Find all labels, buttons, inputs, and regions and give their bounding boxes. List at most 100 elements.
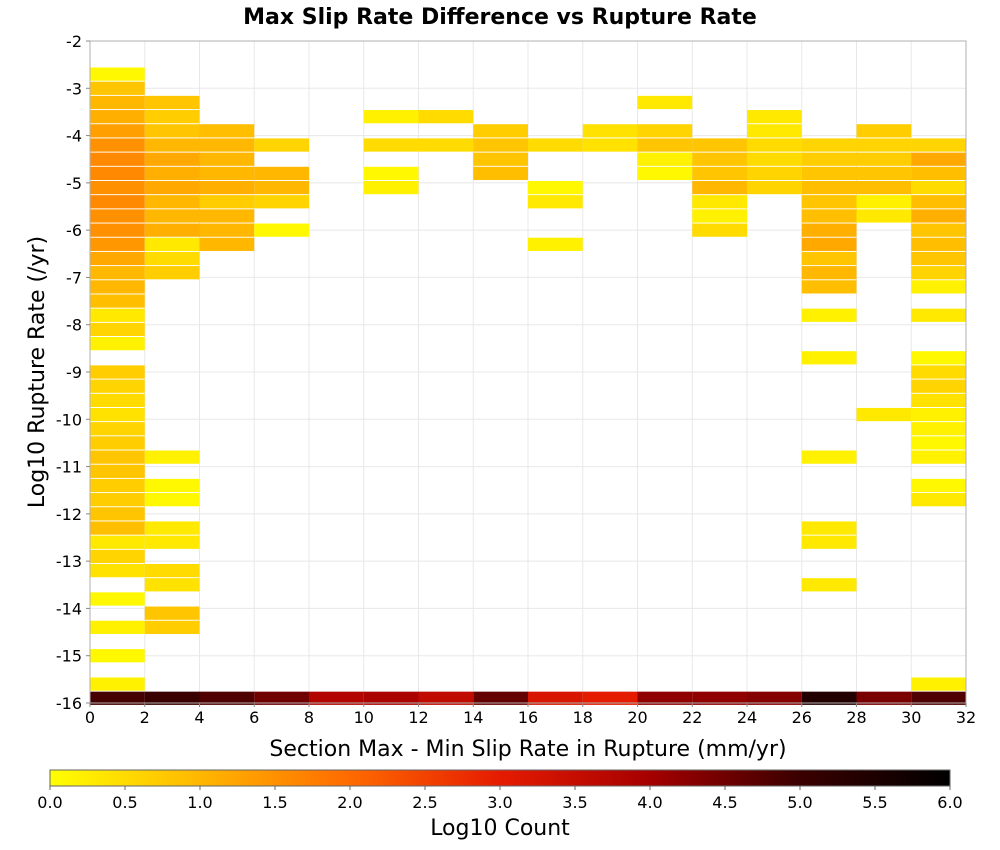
heatmap-cell [254, 180, 309, 195]
y-tick-label: -13 [56, 552, 82, 571]
heatmap-cell [418, 691, 474, 705]
heatmap-cell [254, 691, 309, 705]
heatmap-cell [199, 209, 255, 223]
heatmap-cell [911, 280, 966, 294]
heatmap-cell [801, 266, 857, 280]
heatmap-cell [199, 195, 255, 209]
heatmap-cell [254, 166, 309, 181]
heatmap-cell [144, 521, 200, 535]
heatmap-cell [582, 691, 638, 705]
heatmap-cell [911, 351, 966, 365]
heatmap-cell [363, 691, 419, 705]
heatmap-cell [90, 67, 145, 81]
heatmap-cell [144, 478, 200, 493]
heatmap-cell [90, 464, 145, 478]
x-tick-label: 26 [792, 708, 812, 727]
heatmap-cell [692, 209, 747, 223]
y-tick-label: -7 [66, 268, 82, 287]
y-tick-label: -4 [66, 127, 82, 146]
heatmap-cell [90, 195, 145, 209]
heatmap-cell [90, 535, 145, 549]
colorbar-tick-label: 0.0 [37, 793, 62, 812]
colorbar-tick-label: 3.0 [487, 793, 512, 812]
y-axis-ticks: -2 -3 -4 -5 -6 -7 -8 -9 -10 -11 -12 -13 -14 -15 -16 [56, 32, 90, 713]
heatmap-cell [144, 180, 200, 195]
heatmap-cell [144, 166, 200, 181]
heatmap-cell [911, 677, 966, 691]
y-tick-label: -11 [56, 458, 82, 477]
heatmap-cell [90, 166, 145, 181]
y-tick-label: -16 [56, 694, 82, 713]
x-axis-label: Section Max - Min Slip Rate in Rupture (… [269, 737, 786, 762]
heatmap-cell [856, 166, 912, 181]
heatmap-cell [90, 507, 145, 521]
heatmap-cell [692, 180, 747, 195]
heatmap-cell [144, 95, 200, 110]
heatmap-cells [90, 67, 966, 705]
heatmap-cell [856, 180, 912, 195]
heatmap-cell [692, 195, 747, 209]
heatmap-cell [801, 280, 857, 294]
x-tick-label: 8 [304, 708, 314, 727]
heatmap-cell [90, 649, 145, 663]
heatmap-cell [801, 195, 857, 209]
heatmap-cell [801, 578, 857, 592]
heatmap-cell [144, 691, 200, 705]
heatmap-cell [911, 436, 966, 450]
y-tick-label: -14 [56, 599, 82, 618]
heatmap-cell [90, 95, 145, 110]
heatmap-cell [582, 124, 638, 138]
heatmap-cell [90, 478, 145, 493]
heatmap-cell [90, 563, 145, 578]
colorbar-tick-label: 0.5 [112, 793, 137, 812]
heatmap-cell [637, 166, 693, 181]
heatmap-cell [856, 195, 912, 209]
heatmap-cell [801, 251, 857, 266]
heatmap-cell [90, 379, 145, 393]
heatmap-cell [528, 180, 583, 195]
heatmap-cell [801, 308, 857, 322]
y-tick-label: -2 [66, 32, 82, 51]
heatmap-cell [747, 166, 802, 181]
heatmap-cell [911, 251, 966, 266]
heatmap-cell [528, 195, 583, 209]
heatmap-cell [911, 180, 966, 195]
heatmap-cell [418, 138, 474, 152]
heatmap-cell [254, 195, 309, 209]
heatmap-cell [90, 294, 145, 308]
x-tick-label: 18 [573, 708, 593, 727]
heatmap-cell [90, 152, 145, 166]
heatmap-cell [801, 521, 857, 535]
y-tick-label: -5 [66, 174, 82, 193]
heatmap-cell [801, 152, 857, 166]
heatmap-cell [528, 691, 583, 705]
heatmap-cell [911, 195, 966, 209]
heatmap-cell [90, 180, 145, 195]
x-tick-label: 10 [354, 708, 374, 727]
heatmap-cell [856, 407, 912, 422]
heatmap-cell [144, 493, 200, 507]
colorbar-tick-label: 3.5 [562, 793, 587, 812]
chart-title: Max Slip Rate Difference vs Rupture Rate [243, 5, 757, 30]
heatmap-cell [144, 251, 200, 266]
heatmap-cell [911, 493, 966, 507]
heatmap-cell [199, 691, 255, 705]
heatmap-cell [637, 124, 693, 138]
heatmap-cell [473, 166, 528, 181]
heatmap-cell [801, 535, 857, 549]
heatmap-cell [911, 237, 966, 251]
heatmap-cell [363, 110, 419, 124]
heatmap-cell [90, 110, 145, 124]
x-tick-label: 28 [846, 708, 866, 727]
heatmap-cell [856, 124, 912, 138]
heatmap-cell [90, 450, 145, 464]
heatmap-cell [90, 138, 145, 152]
heatmap-cell [801, 351, 857, 365]
x-tick-label: 2 [140, 708, 150, 727]
heatmap-cell [801, 180, 857, 195]
heatmap-cell [911, 691, 966, 705]
x-tick-label: 20 [627, 708, 647, 727]
heatmap-cell [90, 209, 145, 223]
heatmap-cell [911, 266, 966, 280]
heatmap-cell [528, 138, 583, 152]
